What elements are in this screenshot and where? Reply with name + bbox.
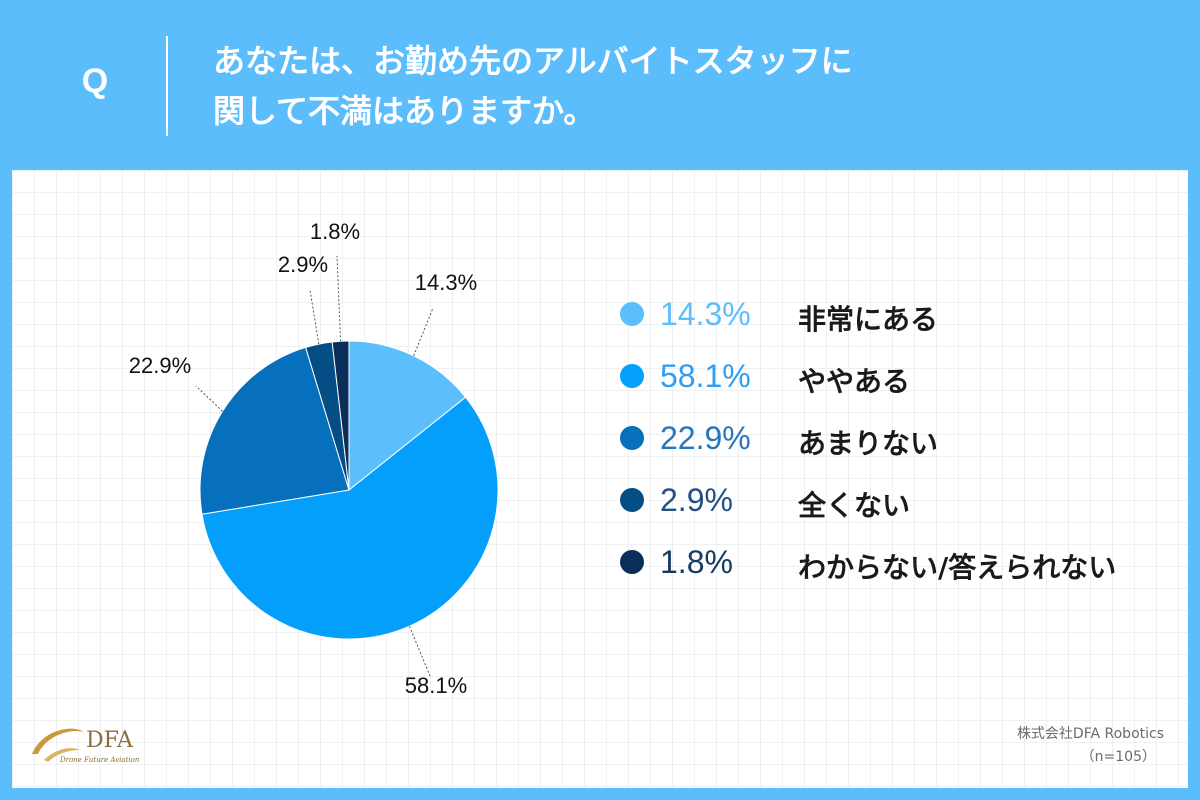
legend-swatch xyxy=(620,488,644,512)
legend-label: 非常にある xyxy=(798,303,939,336)
legend-value: 2.9% xyxy=(660,482,733,518)
leader-line xyxy=(408,625,431,677)
logo-text: DFA xyxy=(86,728,133,753)
legend-value: 58.1% xyxy=(660,358,751,394)
legend-item: 1.8% わからない/答えられない xyxy=(620,538,1180,588)
legend-label: ややある xyxy=(798,365,911,398)
question-text: あなたは、お勤め先のアルバイトスタッフに 関して不満はありますか。 xyxy=(213,36,1153,136)
dfa-emblem-icon xyxy=(32,728,84,762)
q-mark: Q xyxy=(81,62,109,100)
legend-swatch xyxy=(620,364,644,388)
legend-swatch xyxy=(620,426,644,450)
pie-slice-1 xyxy=(348,340,467,492)
sample-size: （n=105） xyxy=(1080,749,1156,765)
legend-label: あまりない xyxy=(798,427,939,460)
pie-slice-5 xyxy=(331,340,350,491)
legend-value: 1.8% xyxy=(660,544,733,580)
data-label: 2.9% xyxy=(278,252,328,277)
legend-label: わからない/答えられない xyxy=(798,551,1117,584)
legend-value: 22.9% xyxy=(660,420,751,456)
question-line-2: 関して不満はありますか。 xyxy=(213,92,596,130)
pie-slice-3 xyxy=(199,346,350,515)
leader-line xyxy=(336,255,342,342)
data-label: 58.1% xyxy=(405,673,467,698)
question-header: Q あなたは、お勤め先のアルバイトスタッフに 関して不満はありますか。 xyxy=(0,0,1200,170)
legend-swatch xyxy=(620,302,644,326)
header-divider xyxy=(166,36,168,136)
data-label: 14.3% xyxy=(415,270,477,295)
legend-item: 22.9% あまりない xyxy=(620,414,1180,464)
dfa-logo: DFA Drone Future Aviation xyxy=(22,720,182,770)
logo-subtext: Drone Future Aviation xyxy=(60,756,140,764)
legend-label: 全くない xyxy=(798,489,911,522)
leader-line xyxy=(309,289,320,345)
question-line-1: あなたは、お勤め先のアルバイトスタッフに xyxy=(213,42,853,80)
legend-item: 2.9% 全くない xyxy=(620,476,1180,526)
legend-value: 14.3% xyxy=(660,296,751,332)
legend-item: 58.1% ややある xyxy=(620,352,1180,402)
source-credit: 株式会社DFA Robotics xyxy=(1016,726,1164,742)
legend-swatch xyxy=(620,550,644,574)
leader-line xyxy=(195,385,223,412)
legend-item: 14.3% 非常にある xyxy=(620,290,1180,340)
data-label: 22.9% xyxy=(129,353,191,378)
leader-line xyxy=(413,307,434,356)
data-label: 1.8% xyxy=(310,219,360,244)
